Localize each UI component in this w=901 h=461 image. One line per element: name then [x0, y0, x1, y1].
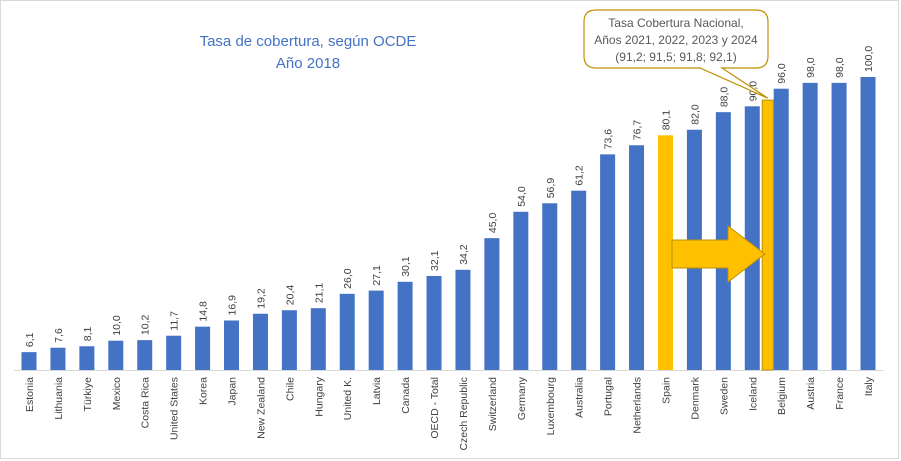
- bar-netherlands: [629, 145, 645, 370]
- value-label: 82,0: [689, 104, 701, 125]
- category-label: Türkiye: [82, 377, 94, 412]
- value-label: 26,0: [342, 268, 354, 289]
- value-label: 6,1: [24, 332, 36, 347]
- value-label: 27,1: [371, 265, 383, 286]
- category-label: Lithuania: [53, 377, 65, 420]
- national-coverage-bar: [761, 99, 774, 371]
- category-label: France: [834, 377, 846, 410]
- value-label: 98,0: [805, 57, 817, 78]
- value-label: 8,1: [82, 327, 94, 342]
- bar-new-zealand: [252, 313, 268, 370]
- bar-spain: [657, 135, 673, 370]
- value-label: 19,2: [255, 288, 267, 309]
- category-label: Chile: [284, 377, 296, 401]
- value-label: 98,0: [834, 57, 846, 78]
- category-label: OECD - Total: [429, 377, 441, 439]
- category-label: Netherlands: [632, 377, 644, 434]
- value-label: 7,6: [53, 328, 65, 343]
- bar-belgium: [773, 88, 789, 370]
- category-label: Belgium: [776, 377, 788, 415]
- value-label: 30,1: [400, 256, 412, 277]
- bar-costa-rica: [137, 340, 153, 370]
- category-label: Hungary: [313, 376, 325, 416]
- value-label: 21,1: [313, 283, 325, 304]
- bar-australia: [571, 190, 587, 370]
- category-label: Mexico: [111, 377, 123, 410]
- value-label: 100,0: [863, 46, 875, 72]
- bar-united-states: [166, 335, 182, 370]
- category-label: Italy: [863, 376, 875, 396]
- bar-t-rkiye: [79, 346, 95, 370]
- category-label: Japan: [227, 377, 239, 406]
- value-label: 96,0: [776, 63, 788, 84]
- bar-estonia: [21, 352, 37, 370]
- category-label: Spain: [660, 377, 672, 404]
- value-label: 14,8: [198, 301, 210, 322]
- category-label: Czech Republic: [458, 377, 470, 451]
- value-label: 88,0: [718, 87, 730, 108]
- callout-text: Tasa Cobertura Nacional,: [608, 16, 743, 30]
- category-label: United K.: [342, 377, 354, 420]
- bar-mexico: [108, 340, 124, 370]
- category-label: New Zealand: [255, 377, 267, 439]
- value-label: 34,2: [458, 244, 470, 265]
- value-label: 76,7: [632, 120, 644, 141]
- bar-korea: [195, 326, 211, 370]
- category-label: Australia: [574, 377, 586, 418]
- bar-oecd-total: [426, 275, 442, 370]
- bar-japan: [224, 320, 240, 370]
- category-label: Latvia: [371, 377, 383, 405]
- category-label: Switzerland: [487, 377, 499, 431]
- bar-austria: [802, 82, 818, 371]
- bar-lithuania: [50, 347, 66, 370]
- bar-united-k-: [339, 293, 355, 370]
- bar-germany: [513, 211, 529, 370]
- value-label: 61,2: [574, 165, 586, 186]
- bar-chile: [281, 310, 297, 370]
- callout-text: Años 2021, 2022, 2023 y 2024: [594, 33, 758, 47]
- bar-czech-republic: [455, 269, 471, 370]
- callout-text: (91,2; 91,5; 91,8; 92,1): [615, 50, 736, 64]
- category-label: Austria: [805, 377, 817, 410]
- chart-subtitle: Año 2018: [276, 55, 340, 72]
- bar-france: [831, 82, 847, 371]
- value-label: 73,6: [603, 129, 615, 150]
- bar-iceland: [744, 106, 760, 371]
- category-label: Iceland: [747, 377, 759, 411]
- value-label: 20,4: [284, 285, 296, 306]
- category-label: Portugal: [603, 377, 615, 416]
- value-label: 56,9: [545, 178, 557, 199]
- arrow-icon: [671, 224, 766, 284]
- bar-hungary: [310, 308, 326, 370]
- bar-italy: [860, 77, 876, 370]
- value-label: 45,0: [487, 213, 499, 234]
- category-label: United States: [169, 377, 181, 440]
- category-label: Luxembourg: [545, 377, 557, 436]
- category-label: Canada: [400, 377, 412, 414]
- value-label: 16,9: [227, 295, 239, 316]
- bar-portugal: [600, 154, 616, 370]
- bar-canada: [397, 281, 413, 370]
- bar-switzerland: [484, 238, 500, 370]
- bar-luxembourg: [542, 203, 558, 370]
- category-label: Sweden: [718, 377, 730, 415]
- category-label: Costa Rica: [140, 377, 152, 429]
- chart-title: Tasa de cobertura, según OCDE: [200, 33, 417, 50]
- value-label: 11,7: [169, 311, 181, 331]
- category-label: Estonia: [24, 377, 36, 412]
- value-label: 54,0: [516, 186, 528, 207]
- category-label: Germany: [516, 376, 528, 420]
- value-label: 80,1: [660, 110, 672, 131]
- value-label: 32,1: [429, 250, 441, 271]
- bar-latvia: [368, 290, 384, 370]
- value-label: 10,2: [140, 315, 152, 336]
- category-label: Denmark: [689, 376, 701, 419]
- value-label: 10,0: [111, 315, 123, 336]
- category-label: Korea: [198, 377, 210, 405]
- callout-box: [583, 9, 769, 99]
